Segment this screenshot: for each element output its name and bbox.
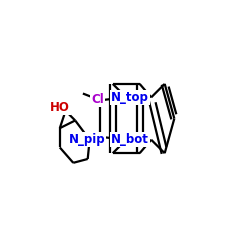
Text: Cl: Cl — [91, 93, 104, 106]
Text: N_pip: N_pip — [68, 133, 105, 146]
Text: HO: HO — [50, 102, 70, 114]
Text: N_bot: N_bot — [111, 133, 149, 146]
Text: N_top: N_top — [111, 91, 149, 104]
